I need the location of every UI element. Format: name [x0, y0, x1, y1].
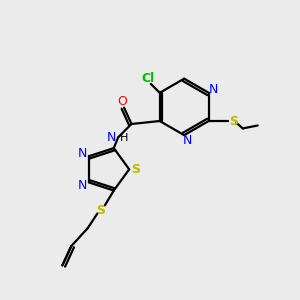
Text: H: H — [120, 133, 128, 143]
Text: N: N — [107, 131, 116, 145]
Text: S: S — [96, 204, 105, 217]
Text: N: N — [78, 147, 88, 160]
Text: Cl: Cl — [142, 72, 155, 85]
Text: S: S — [229, 115, 238, 128]
Text: N: N — [78, 179, 88, 192]
Text: N: N — [182, 134, 192, 147]
Text: O: O — [118, 95, 128, 108]
Text: N: N — [209, 83, 218, 96]
Text: S: S — [131, 163, 140, 176]
